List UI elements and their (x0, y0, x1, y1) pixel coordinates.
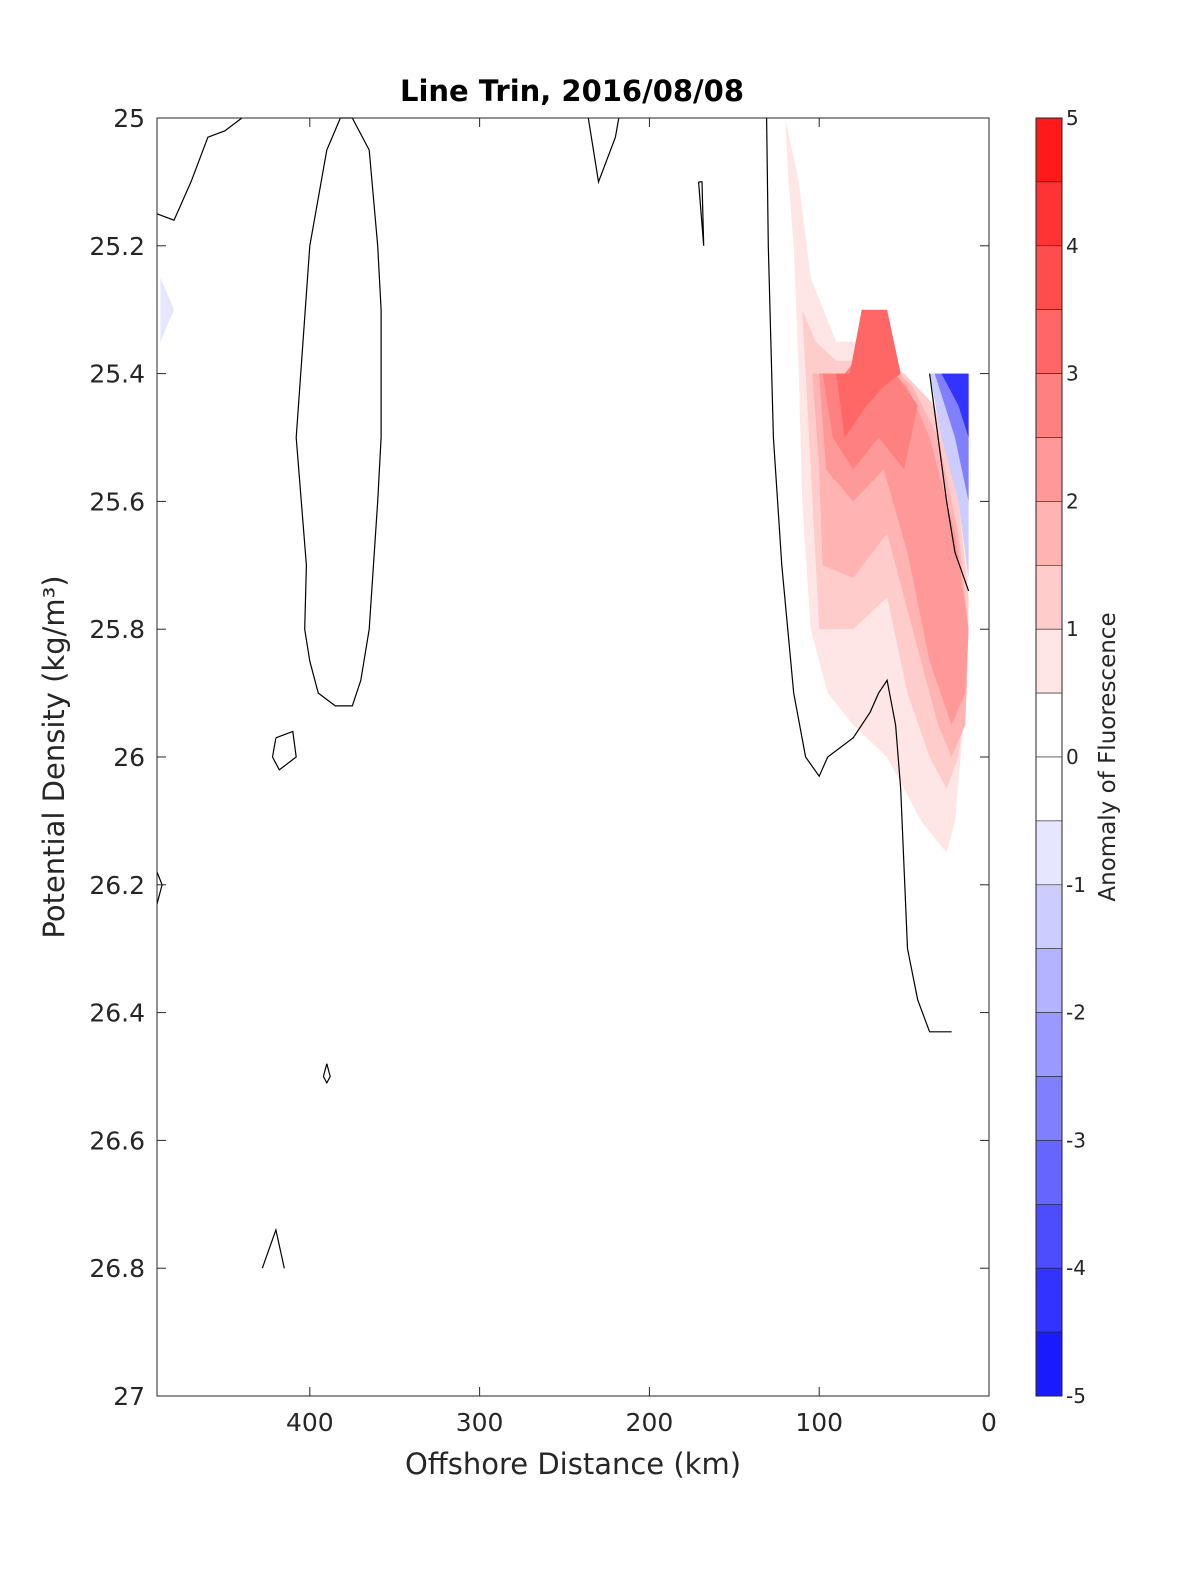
y-axis-ticks: 25 25.2 25.4 25.6 25.8 26 26.2 26.4 26.6 26.8 27 (89, 104, 989, 1411)
y-tick-label: 25.6 (89, 487, 145, 516)
contour-line-2 (587, 117, 620, 185)
colorbar-block (1035, 692, 1063, 758)
contour-line-1 (295, 117, 382, 707)
colorbar-block (1035, 1267, 1063, 1333)
y-tick-label: 26.2 (89, 871, 145, 900)
colorbar-label: Anomaly of Fluorescence (1095, 612, 1121, 901)
contour-line-4 (766, 117, 952, 1033)
colorbar-tick-label: -3 (1066, 1128, 1086, 1152)
colorbar-block (1035, 1076, 1063, 1141)
x-tick-label: 300 (456, 1408, 504, 1437)
contour-line-0 (156, 117, 243, 221)
colorbar-block (1035, 1331, 1063, 1397)
y-tick-label: 25.8 (89, 615, 145, 644)
filled-region-6 (160, 277, 174, 342)
x-tick-label: 100 (795, 1408, 843, 1437)
colorbar-block (1035, 564, 1063, 630)
colorbar-block (1035, 1012, 1063, 1077)
colorbar-block (1035, 628, 1063, 694)
chart-title: Line Trin, 2016/08/08 (400, 74, 744, 108)
y-tick-label: 26.8 (89, 1254, 145, 1283)
colorbar-tick-label: 0 (1066, 745, 1079, 769)
y-tick-label: 25.2 (89, 232, 145, 261)
y-tick-label: 26.4 (89, 999, 145, 1028)
colorbar-ticks: 5 4 3 2 1 0 -1 -2 -3 -4 -5 (1066, 106, 1086, 1408)
colorbar-tick-label: -2 (1066, 1001, 1086, 1025)
contour-line-5 (929, 373, 970, 592)
y-tick-label: 25 (113, 104, 145, 133)
colorbar-tick-label: 2 (1066, 489, 1079, 513)
colorbar-block (1035, 181, 1063, 247)
colorbar-tick-label: -5 (1066, 1384, 1086, 1408)
y-axis-label: Potential Density (kg/m³) (37, 575, 71, 938)
colorbar-frame (1035, 117, 1063, 1397)
colorbar-tick-label: -1 (1066, 873, 1086, 897)
colorbar-block (1035, 437, 1063, 502)
colorbar-tick-label: 1 (1066, 617, 1079, 641)
colorbar-tick-label: 4 (1066, 234, 1079, 258)
contour-line-6 (271, 730, 297, 771)
colorbar-blocks (1035, 117, 1063, 1397)
colorbar-block (1035, 373, 1063, 438)
colorbar-block (1035, 117, 1063, 183)
colorbar: 5 4 3 2 1 0 -1 -2 -3 -4 -5 Anomaly of Fluorescence (1035, 106, 1121, 1408)
colorbar-block (1035, 820, 1063, 886)
y-tick-label: 25.4 (89, 360, 145, 389)
colorbar-block (1035, 501, 1063, 566)
colorbar-block (1035, 1140, 1063, 1205)
colorbar-block (1035, 756, 1063, 822)
contour-line-9 (261, 1227, 285, 1269)
y-tick-label: 26.6 (89, 1126, 145, 1155)
colorbar-tick-label: -4 (1066, 1256, 1086, 1280)
x-axis-label: Offshore Distance (km) (405, 1447, 741, 1481)
plot-area: 400 300 200 100 0 25 25.2 25.4 25.6 25.8 26 26.2 26… (89, 104, 997, 1437)
x-tick-label: 400 (286, 1408, 334, 1437)
filled-contours (160, 118, 969, 853)
y-tick-label: 26 (113, 743, 145, 772)
colorbar-tick-label: 3 (1066, 362, 1079, 386)
x-tick-label: 0 (981, 1408, 997, 1437)
colorbar-block (1035, 245, 1063, 311)
x-tick-label: 200 (626, 1408, 674, 1437)
colorbar-block (1035, 948, 1063, 1013)
colorbar-block (1035, 884, 1063, 949)
y-tick-label: 27 (113, 1382, 145, 1411)
contour-lines (156, 117, 970, 1269)
x-axis-ticks: 400 300 200 100 0 (286, 118, 997, 1437)
filled-region-5 (836, 309, 901, 438)
colorbar-tick-label: 5 (1066, 106, 1079, 130)
colorbar-block (1035, 309, 1063, 374)
contour-line-8 (322, 1063, 331, 1085)
colorbar-block (1035, 1204, 1063, 1269)
filled-region-9 (941, 373, 969, 438)
contour-line-3 (698, 181, 705, 246)
